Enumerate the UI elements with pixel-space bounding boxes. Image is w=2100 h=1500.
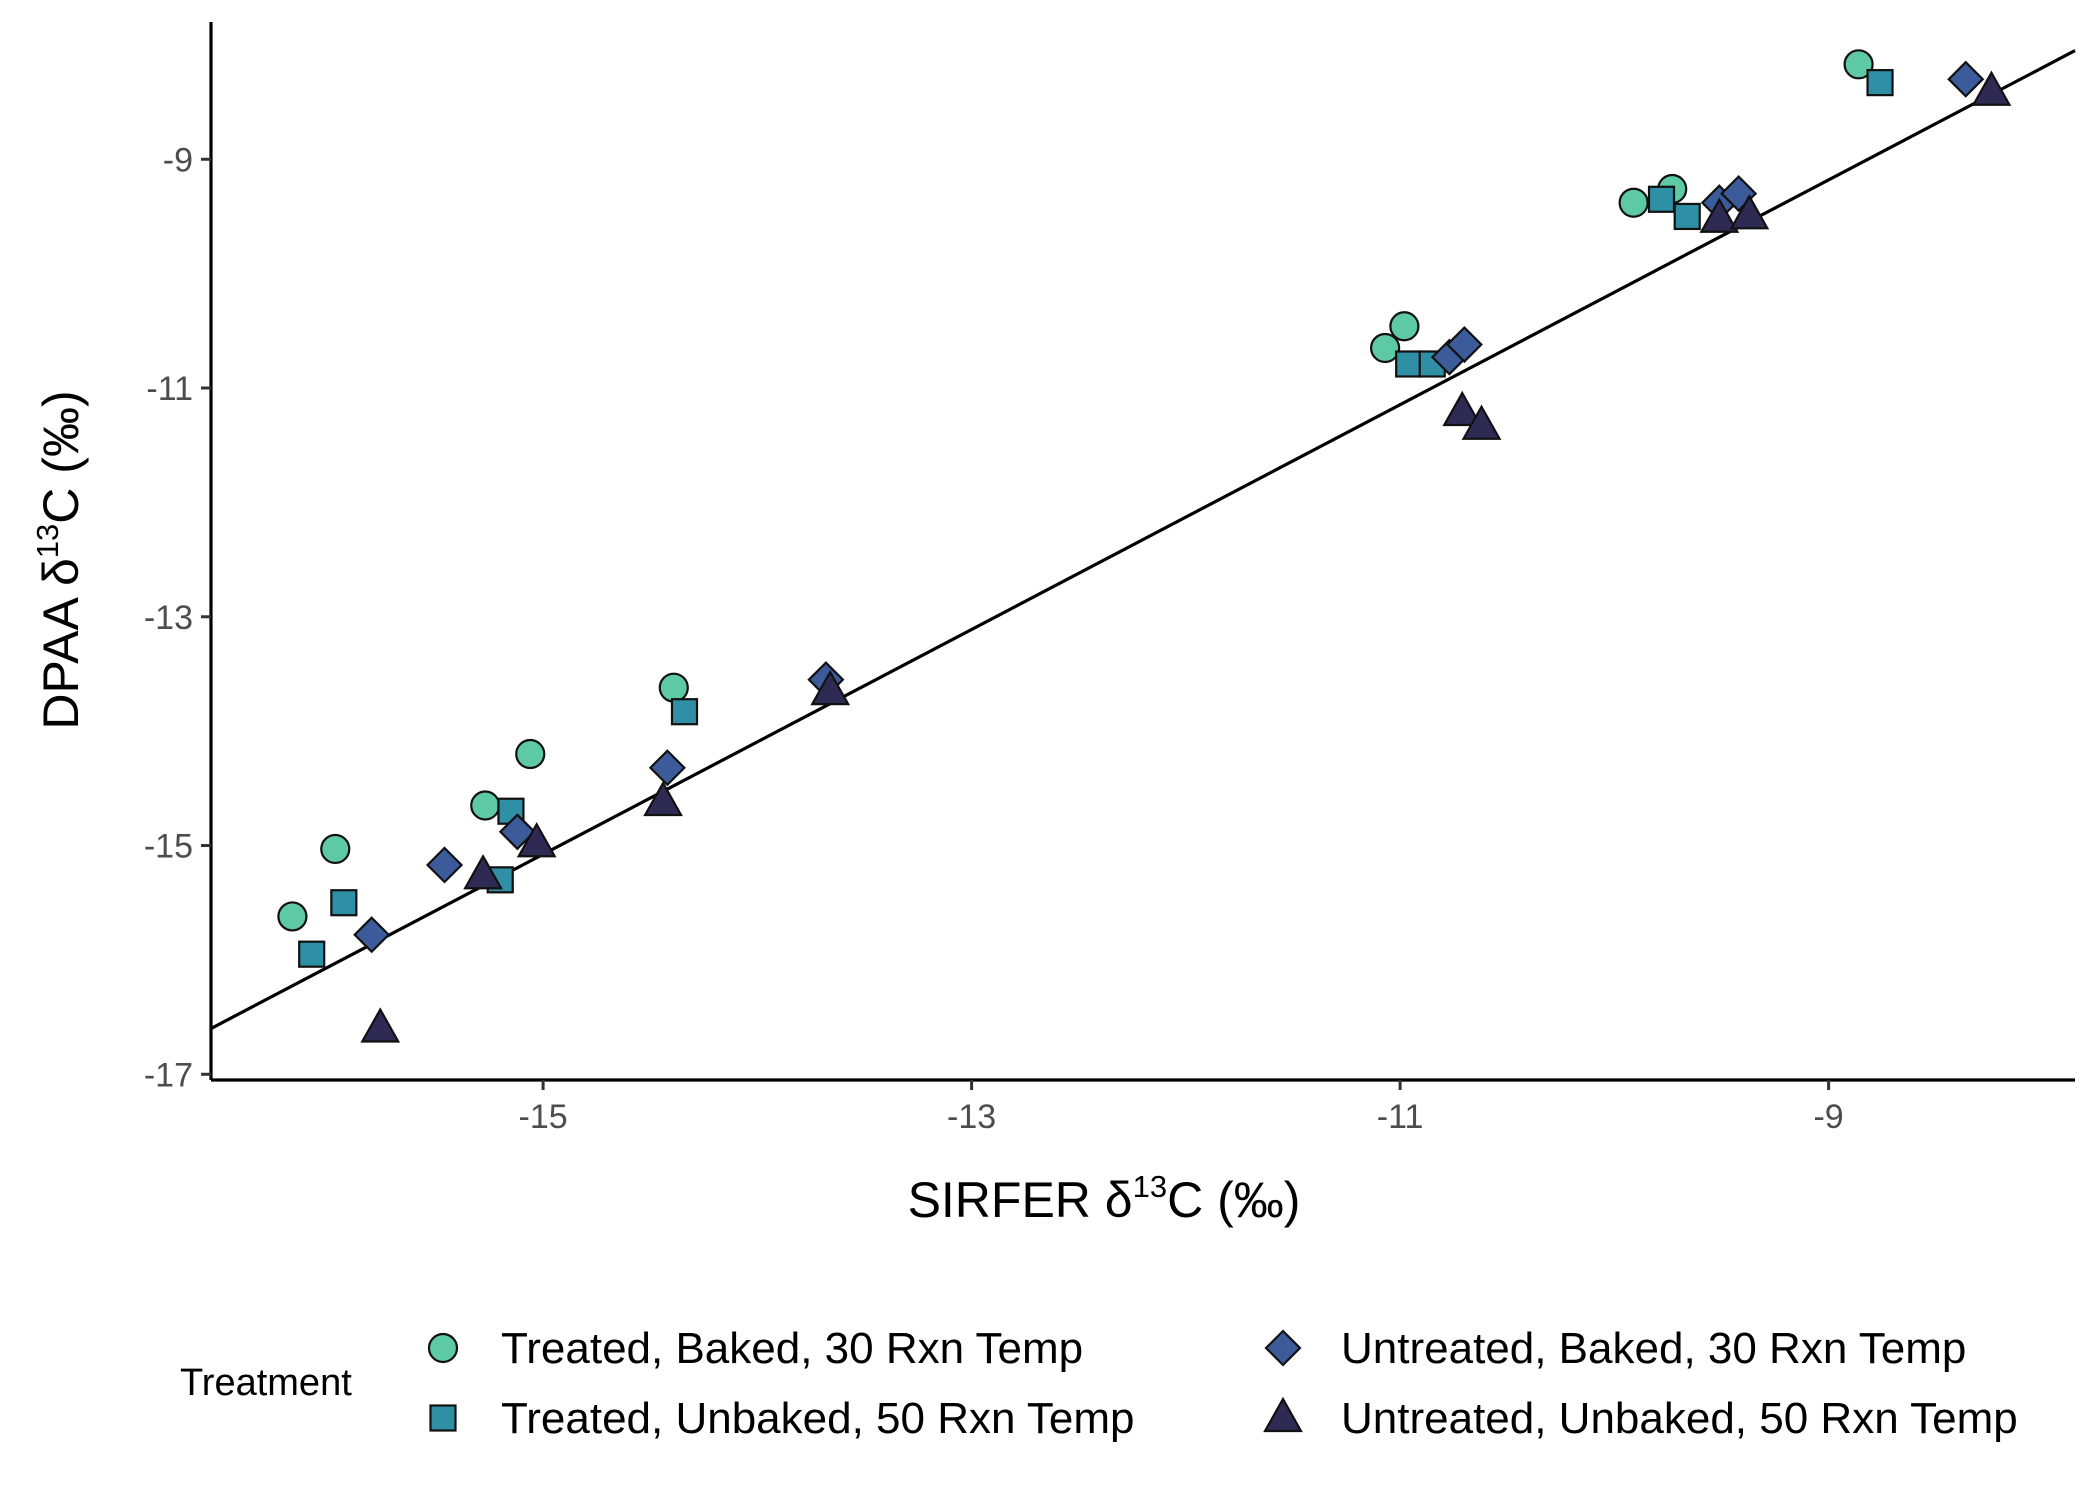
x-tick-label: -9 — [1813, 1098, 1843, 1136]
x-axis-title: SIRFER δ13C (‰) — [908, 1169, 1301, 1228]
data-point — [670, 698, 699, 726]
legend-label: Treated, Unbaked, 50 Rxn Temp — [501, 1394, 1134, 1443]
data-point — [648, 749, 686, 787]
data-point — [320, 833, 351, 865]
data-point — [425, 846, 464, 884]
data-point — [658, 672, 689, 703]
data-point — [1389, 311, 1420, 342]
data-point — [1395, 350, 1423, 378]
y-tick-label: -9 — [163, 141, 193, 179]
series-1 — [277, 49, 1874, 932]
data-point — [515, 738, 546, 770]
data-point — [1442, 390, 1483, 427]
data-point — [810, 669, 851, 706]
legend-item: Treated, Baked, 30 Rxn Temp — [427, 1324, 1083, 1373]
data-point — [1647, 185, 1676, 213]
legend-label: Untreated, Baked, 30 Rxn Temp — [1341, 1324, 1966, 1373]
data-point — [353, 916, 391, 954]
data-point — [463, 854, 503, 890]
x-tick-label: -11 — [1377, 1098, 1424, 1136]
legend-label: Treated, Baked, 30 Rxn Temp — [501, 1324, 1083, 1373]
data-point — [1618, 187, 1649, 218]
data-point — [1947, 60, 1985, 98]
legend-title: Treatment — [180, 1362, 352, 1404]
data-point — [516, 821, 557, 858]
data-point — [1971, 70, 2012, 106]
data-point — [1370, 332, 1401, 364]
data-point — [1843, 49, 1874, 80]
legend-key — [1264, 1329, 1302, 1367]
legend-label: Untreated, Unbaked, 50 Rxn Temp — [1341, 1394, 2018, 1443]
data-point — [298, 940, 326, 968]
legend-item: Untreated, Unbaked, 50 Rxn Temp — [1263, 1394, 2018, 1443]
data-point — [1673, 202, 1701, 231]
series-4 — [360, 70, 2012, 1043]
data-point — [470, 790, 501, 821]
data-point — [498, 813, 536, 851]
data-point — [330, 889, 358, 917]
data-point — [1729, 194, 1770, 230]
data-point — [277, 901, 308, 932]
legend-key — [427, 1332, 459, 1364]
data-point — [1866, 69, 1894, 97]
x-tick-label: -13 — [947, 1098, 996, 1136]
data-point — [1461, 404, 1502, 440]
legend-item: Untreated, Baked, 30 Rxn Temp — [1264, 1324, 1966, 1373]
data-point — [360, 1007, 401, 1043]
fit-line — [210, 49, 2076, 1030]
x-tick-label: -15 — [519, 1098, 568, 1136]
data-point — [1445, 325, 1483, 364]
y-tick-label: -13 — [144, 599, 193, 637]
series-3 — [353, 60, 1985, 954]
axes: -15 -13 -11 -9 -9 -11 -13 -15 -17 — [144, 22, 2075, 1136]
legend: Treatment Treated, Baked, 30 Rxn Temp Tre… — [180, 1324, 2018, 1443]
legend-key — [1263, 1396, 1303, 1433]
data-point — [1699, 197, 1740, 233]
y-tick-label: -15 — [144, 828, 193, 866]
legend-key — [429, 1404, 457, 1432]
legend-item: Treated, Unbaked, 50 Rxn Temp — [429, 1394, 1134, 1443]
y-tick-label: -17 — [144, 1056, 193, 1094]
data-point — [643, 780, 683, 817]
y-tick-label: -11 — [146, 370, 193, 408]
y-axis-title: DPAA δ13C (‰) — [30, 390, 89, 729]
plot-area — [210, 49, 2076, 1043]
